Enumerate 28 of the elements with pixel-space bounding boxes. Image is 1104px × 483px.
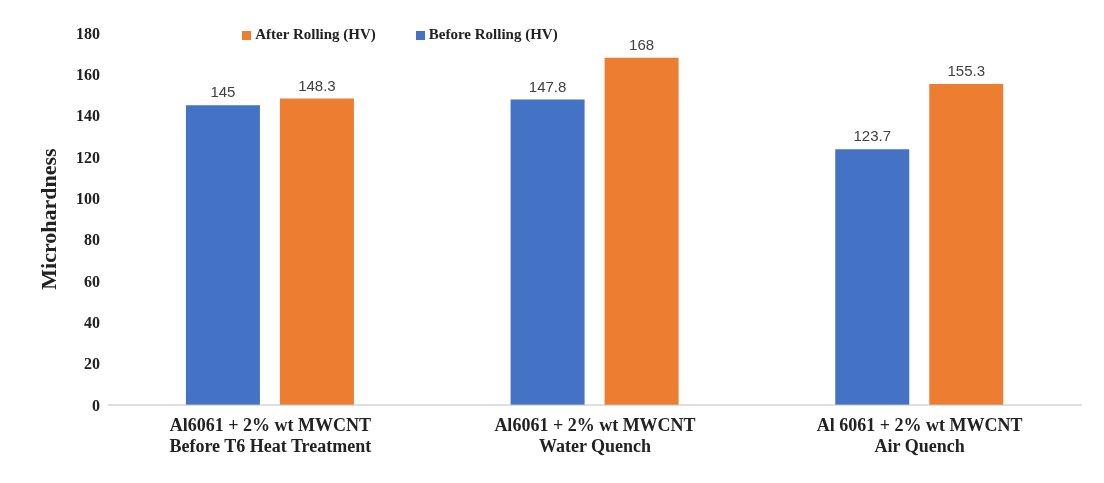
y-axis-title: Microhardness	[35, 147, 61, 290]
data-label: 147.8	[528, 77, 567, 95]
y-tick-label: 140	[76, 107, 100, 125]
bar	[185, 105, 260, 405]
y-tick-label: 120	[76, 148, 100, 166]
x-tick-label: Al6061 + 2% wt MWCNT Water Quench	[494, 415, 696, 456]
bar	[510, 99, 585, 405]
data-label: 155.3	[947, 62, 986, 80]
data-label: 123.7	[853, 127, 892, 145]
data-label: 148.3	[298, 76, 336, 94]
y-tick-label: 80	[84, 231, 100, 249]
bar	[835, 149, 910, 405]
bar	[279, 98, 354, 405]
y-tick-label: 60	[84, 272, 100, 290]
y-tick-label: 160	[76, 66, 100, 84]
y-tick-label: 180	[76, 24, 100, 42]
data-label: 168	[629, 35, 655, 53]
legend-label: After Rolling (HV)	[255, 26, 376, 42]
bar	[929, 84, 1004, 405]
y-tick-label: 20	[84, 355, 100, 373]
y-tick-label: 100	[76, 190, 100, 208]
legend-label: Before Rolling (HV)	[428, 26, 558, 42]
bar	[604, 57, 679, 405]
x-tick-label: Al6061 + 2% wt MWCNT Before T6 Heat Treatment	[169, 415, 372, 456]
y-tick-label: 0	[92, 396, 100, 414]
data-label: 145	[210, 83, 236, 101]
x-tick-label: Al 6061 + 2% wt MWCNT Air Quench	[816, 415, 1023, 456]
y-tick-label: 40	[84, 314, 100, 332]
